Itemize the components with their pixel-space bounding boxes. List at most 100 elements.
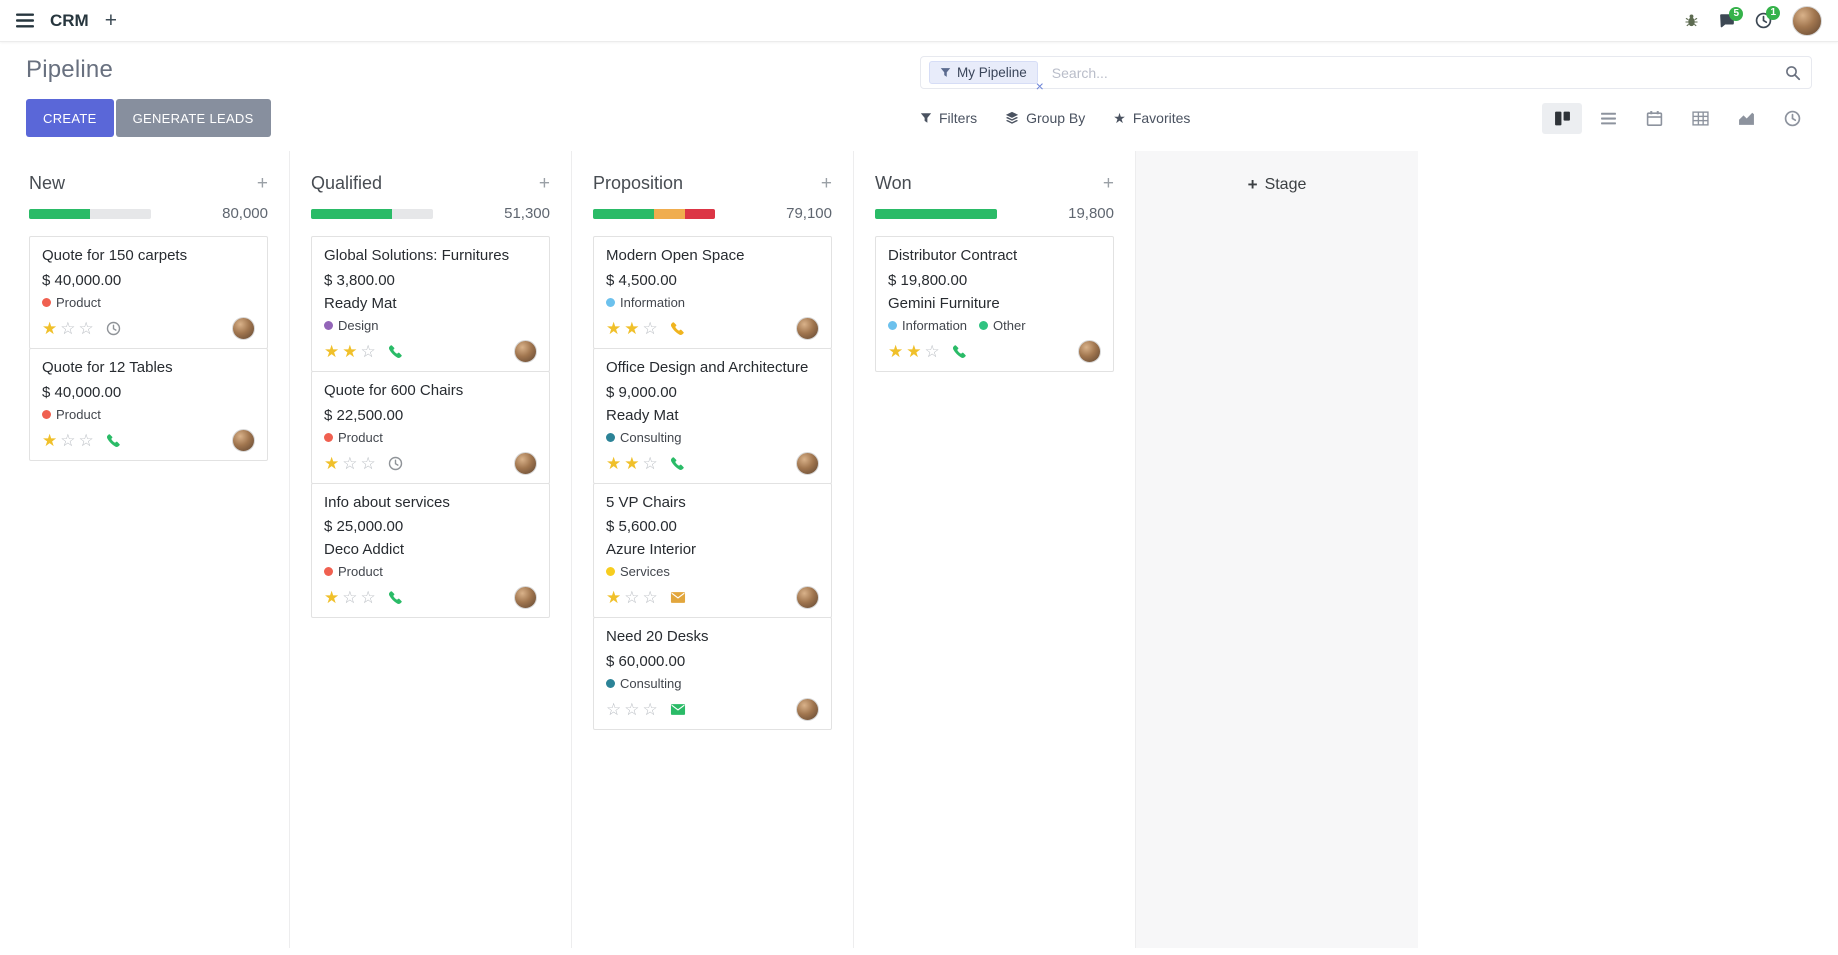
star-filled-icon[interactable]: ★ — [606, 588, 622, 608]
star-empty-icon[interactable]: ☆ — [342, 588, 358, 608]
column-progressbar[interactable] — [311, 208, 433, 219]
priority-stars[interactable]: ★ ★ ☆ — [606, 320, 658, 337]
star-empty-icon[interactable]: ☆ — [924, 341, 940, 361]
phone-activity-icon[interactable] — [388, 590, 403, 605]
salesperson-avatar[interactable] — [514, 339, 537, 363]
clock-activity-icon[interactable] — [388, 456, 403, 471]
star-filled-icon[interactable]: ★ — [606, 318, 622, 338]
pivot-view-icon[interactable] — [1680, 103, 1720, 134]
column-title[interactable]: Qualified — [311, 173, 383, 193]
activities-clock-icon[interactable]: 1 — [1755, 6, 1780, 29]
column-title[interactable]: Proposition — [593, 173, 684, 193]
generate-leads-button[interactable]: GENERATE LEADS — [115, 99, 271, 137]
phone-activity-icon[interactable] — [106, 433, 121, 448]
favorites-button[interactable]: ★ Favorites — [1113, 109, 1191, 127]
star-empty-icon[interactable]: ☆ — [624, 700, 640, 719]
star-filled-icon[interactable]: ★ — [42, 430, 58, 450]
add-stage-column[interactable]: + Stage — [1136, 151, 1418, 948]
star-filled-icon[interactable]: ★ — [342, 341, 358, 361]
progress-segment[interactable] — [593, 208, 654, 219]
progress-segment[interactable] — [684, 208, 715, 219]
star-filled-icon[interactable]: ★ — [606, 453, 622, 473]
search-facet-my-pipeline[interactable]: My Pipeline — [929, 61, 1038, 84]
messages-icon[interactable]: 5 — [1719, 7, 1743, 28]
debug-bug-icon[interactable] — [1684, 13, 1699, 28]
star-filled-icon[interactable]: ★ — [906, 341, 922, 361]
star-empty-icon[interactable]: ☆ — [60, 430, 76, 450]
star-empty-icon[interactable]: ☆ — [360, 453, 376, 473]
priority-stars[interactable]: ★ ★ ☆ — [888, 343, 940, 360]
kanban-card[interactable]: Need 20 Desks $ 60,000.00 Consulting ☆ ☆ ☆ — [593, 617, 832, 730]
priority-stars[interactable]: ★ ☆ ☆ — [42, 432, 94, 449]
search-bar[interactable]: My Pipeline × — [920, 56, 1812, 93]
envelope-activity-icon[interactable] — [670, 591, 686, 604]
kanban-card[interactable]: Quote for 150 carpets $ 40,000.00 Produc… — [29, 236, 268, 349]
star-empty-icon[interactable]: ☆ — [360, 588, 376, 608]
star-filled-icon[interactable]: ★ — [42, 318, 58, 338]
star-empty-icon[interactable]: ☆ — [642, 453, 658, 473]
salesperson-avatar[interactable] — [796, 698, 819, 721]
priority-stars[interactable]: ★ ☆ ☆ — [42, 320, 94, 337]
kanban-card[interactable]: Office Design and Architecture $ 9,000.0… — [593, 347, 832, 484]
star-empty-icon[interactable]: ☆ — [642, 588, 658, 608]
filters-button[interactable]: Filters — [920, 110, 977, 126]
kanban-card[interactable]: 5 VP Chairs $ 5,600.00 Azure Interior Se… — [593, 482, 832, 619]
salesperson-avatar[interactable] — [514, 451, 537, 475]
star-empty-icon[interactable]: ☆ — [624, 588, 640, 608]
priority-stars[interactable]: ★ ☆ ☆ — [324, 589, 376, 606]
calendar-view-icon[interactable] — [1634, 103, 1674, 134]
column-quick-create-icon[interactable]: + — [820, 173, 832, 194]
star-filled-icon[interactable]: ★ — [324, 341, 340, 361]
phone-activity-icon[interactable] — [388, 344, 403, 359]
user-avatar[interactable] — [1792, 5, 1822, 36]
priority-stars[interactable]: ★ ★ ☆ — [324, 343, 376, 360]
priority-stars[interactable]: ☆ ☆ ☆ — [606, 701, 658, 718]
apps-menu-icon[interactable] — [16, 13, 34, 28]
kanban-card[interactable]: Modern Open Space $ 4,500.00 Information… — [593, 236, 832, 349]
star-filled-icon[interactable]: ★ — [324, 453, 340, 473]
quick-create-icon[interactable]: + — [104, 9, 117, 32]
search-input[interactable] — [1051, 64, 1785, 81]
phone-activity-icon[interactable] — [670, 321, 685, 336]
kanban-card[interactable]: Global Solutions: Furnitures $ 3,800.00 … — [311, 236, 550, 372]
salesperson-avatar[interactable] — [232, 428, 255, 452]
progress-segment[interactable] — [654, 208, 685, 219]
progress-segment[interactable] — [29, 208, 90, 219]
envelope-activity-icon[interactable] — [670, 703, 686, 716]
star-filled-icon[interactable]: ★ — [624, 318, 640, 338]
column-progressbar[interactable] — [875, 208, 997, 219]
salesperson-avatar[interactable] — [796, 451, 819, 475]
star-filled-icon[interactable]: ★ — [324, 588, 340, 608]
salesperson-avatar[interactable] — [1078, 339, 1101, 363]
star-filled-icon[interactable]: ★ — [888, 341, 904, 361]
progress-segment[interactable] — [875, 208, 997, 219]
column-quick-create-icon[interactable]: + — [1102, 173, 1114, 194]
star-empty-icon[interactable]: ☆ — [78, 430, 94, 450]
kanban-card[interactable]: Quote for 12 Tables $ 40,000.00 Product … — [29, 347, 268, 461]
salesperson-avatar[interactable] — [232, 316, 255, 340]
star-empty-icon[interactable]: ☆ — [360, 341, 376, 361]
star-empty-icon[interactable]: ☆ — [78, 318, 94, 338]
progress-segment[interactable] — [311, 208, 392, 219]
search-icon[interactable] — [1785, 65, 1801, 81]
column-quick-create-icon[interactable]: + — [538, 173, 550, 194]
priority-stars[interactable]: ★ ★ ☆ — [606, 455, 658, 472]
salesperson-avatar[interactable] — [796, 316, 819, 340]
star-empty-icon[interactable]: ☆ — [642, 700, 658, 719]
list-view-icon[interactable] — [1588, 103, 1628, 134]
kanban-card[interactable]: Distributor Contract $ 19,800.00 Gemini … — [875, 236, 1114, 372]
star-empty-icon[interactable]: ☆ — [642, 318, 658, 338]
kanban-view-icon[interactable] — [1542, 102, 1582, 134]
star-empty-icon[interactable]: ☆ — [606, 700, 622, 719]
activity-view-icon[interactable] — [1772, 103, 1812, 134]
group-by-button[interactable]: Group By — [1005, 110, 1085, 126]
column-quick-create-icon[interactable]: + — [256, 173, 268, 194]
priority-stars[interactable]: ★ ☆ ☆ — [606, 589, 658, 606]
star-filled-icon[interactable]: ★ — [624, 453, 640, 473]
column-title[interactable]: New — [29, 173, 66, 193]
facet-remove-icon[interactable]: × — [1035, 78, 1044, 94]
phone-activity-icon[interactable] — [952, 344, 967, 359]
salesperson-avatar[interactable] — [796, 586, 819, 610]
phone-activity-icon[interactable] — [670, 456, 685, 471]
column-progressbar[interactable] — [29, 208, 151, 219]
